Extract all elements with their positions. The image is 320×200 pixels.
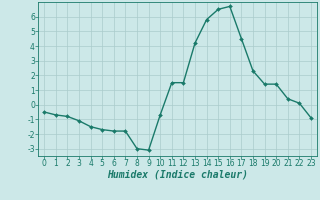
X-axis label: Humidex (Indice chaleur): Humidex (Indice chaleur): [107, 170, 248, 180]
